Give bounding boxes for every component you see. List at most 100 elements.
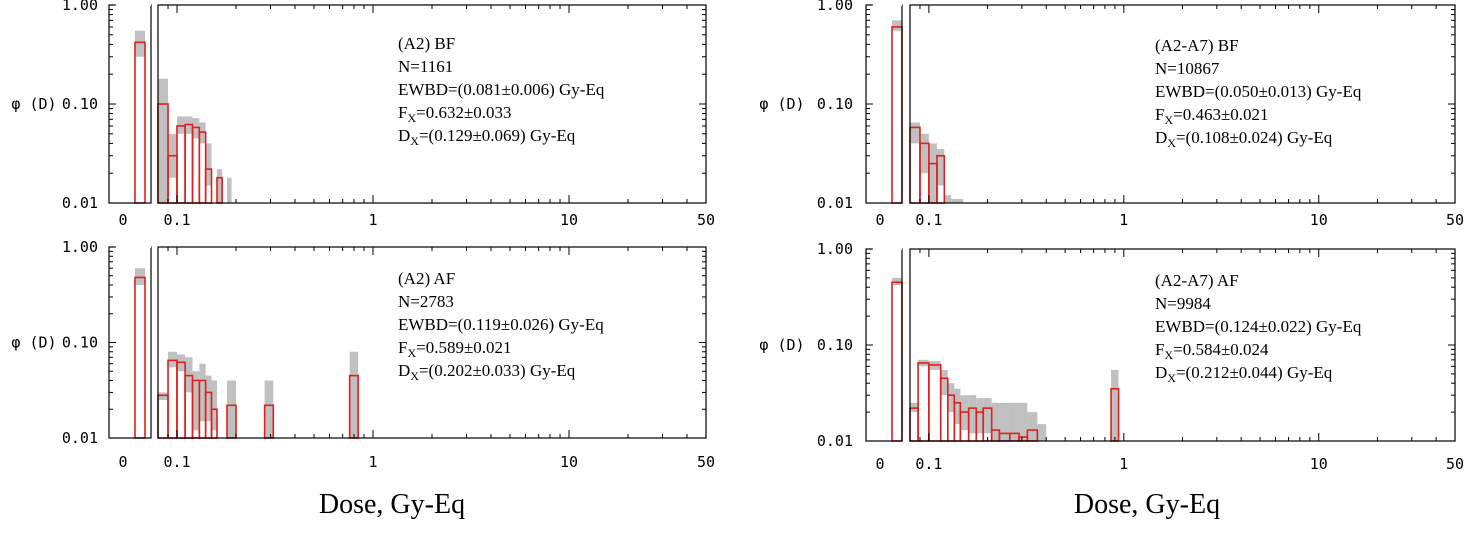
annotation-line-2: EWBD=(0.081±0.006) Gy-Eq — [398, 80, 605, 99]
y-tick-label: 0.10 — [817, 95, 853, 113]
uncertainty-band-8 — [217, 169, 223, 203]
x-tick-label: 10 — [1310, 455, 1328, 473]
annotation-line-3: FX=0.589±0.021 — [398, 338, 512, 360]
y-tick-label: 0.10 — [62, 95, 98, 113]
uncertainty-band-6 — [957, 198, 964, 203]
uncertainty-band-3 — [936, 149, 945, 186]
zero-bin-bar — [134, 41, 146, 204]
y-tick-label: 1.00 — [62, 0, 98, 14]
uncertainty-band-6 — [205, 375, 212, 422]
x-axis-label-right: Dose, Gy-Eq — [1074, 489, 1220, 520]
x-tick-label: 0 — [875, 211, 884, 229]
zero-bin-band — [135, 30, 145, 57]
y-axis-label: φ (D) — [11, 334, 56, 352]
x-tick-label: 1 — [1119, 211, 1128, 229]
x-tick-label: 10 — [1310, 211, 1328, 229]
uncertainty-band-9 — [264, 380, 274, 438]
uncertainty-band-10 — [349, 351, 359, 438]
y-axis-label: φ (D) — [759, 336, 804, 354]
annotation-line-4: DX=(0.129±0.069) Gy-Eq — [398, 126, 576, 148]
uncertainty-band-7 — [968, 395, 977, 434]
annotation-line-0: (A2) BF — [398, 34, 455, 53]
annotation-line-4: DX=(0.202±0.033) Gy-Eq — [398, 361, 576, 383]
x-tick-label: 0.1 — [915, 455, 942, 473]
chart-panel-2: 1.00 0.10 0.01 0 0.1 1 10 50 φ (D) (A2-A7) BF N=10… — [759, 0, 1464, 229]
uncertainty-band-4 — [192, 118, 200, 139]
uncertainty-band-5 — [199, 363, 206, 422]
uncertainty-band-11 — [999, 402, 1010, 441]
uncertainty-band-16 — [1111, 369, 1119, 441]
histogram-bin-2 — [176, 125, 186, 204]
annotation-line-1: N=10867 — [1155, 59, 1220, 78]
annotation-line-2: EWBD=(0.124±0.022) Gy-Eq — [1155, 317, 1362, 336]
x-tick-label: 10 — [560, 453, 578, 471]
uncertainty-band-0 — [158, 392, 169, 400]
uncertainty-band-5 — [954, 388, 961, 425]
uncertainty-band-13 — [1019, 402, 1028, 441]
y-tick-label: 0.01 — [62, 194, 98, 212]
uncertainty-band-5 — [951, 198, 958, 203]
uncertainty-band-10 — [991, 402, 1000, 441]
x-tick-label: 50 — [1446, 211, 1464, 229]
x-tick-label: 0 — [118, 211, 127, 229]
uncertainty-band-9 — [983, 398, 992, 434]
annotation-line-3: FX=0.632±0.033 — [398, 103, 512, 125]
y-tick-label: 0.10 — [817, 336, 853, 354]
zero-bin-bar — [134, 276, 146, 439]
y-axis-label: φ (D) — [11, 95, 56, 113]
x-tick-label: 50 — [697, 211, 715, 229]
x-tick-label: 1 — [368, 453, 377, 471]
x-tick-label: 50 — [697, 453, 715, 471]
annotation-line-3: FX=0.584±0.024 — [1155, 340, 1269, 362]
uncertainty-band-8 — [227, 380, 236, 438]
annotation-line-4: DX=(0.108±0.024) Gy-Eq — [1155, 128, 1333, 150]
y-tick-label: 1.00 — [62, 238, 98, 256]
y-tick-label: 1.00 — [817, 0, 853, 14]
chart-panel-3: 1.00 0.10 0.01 0 0.1 1 10 50 φ (D) (A2) AF N=2783 E… — [11, 238, 715, 471]
histogram-bin-1 — [167, 359, 178, 439]
uncertainty-band-1 — [919, 133, 929, 174]
x-tick-label: 1 — [368, 211, 377, 229]
uncertainty-band-4 — [192, 371, 200, 431]
uncertainty-band-12 — [1009, 402, 1020, 441]
uncertainty-band-5 — [199, 122, 206, 144]
uncertainty-band-4 — [944, 195, 952, 203]
annotation-line-0: (A2-A7) BF — [1155, 36, 1239, 55]
x-tick-label: 0.1 — [163, 211, 190, 229]
plot-frame — [909, 4, 1456, 204]
y-tick-label: 0.10 — [62, 334, 98, 352]
x-tick-label: 0 — [875, 455, 884, 473]
annotation-line-1: N=2783 — [398, 292, 454, 311]
histogram-bin-1 — [917, 362, 930, 442]
uncertainty-band-6 — [205, 143, 212, 186]
uncertainty-band-3 — [940, 369, 948, 396]
chart-panel-1: 1.00 0.10 0.01 0 0.1 1 10 50 φ (D) (A2) BF N=1161 E… — [11, 0, 715, 229]
histogram-bin-0 — [909, 407, 919, 442]
x-tick-label: 0.1 — [915, 211, 942, 229]
zero-bin-bar — [891, 26, 903, 204]
chart-panel-4: 1.00 0.10 0.01 0 0.1 1 10 50 φ (D) (A2-A7) AF N=99… — [759, 240, 1464, 473]
uncertainty-band-1 — [168, 351, 177, 368]
zero-bin-bar — [891, 281, 903, 442]
histogram-bin-3 — [184, 123, 194, 204]
uncertainty-band-0 — [158, 78, 169, 203]
y-tick-label: 0.01 — [62, 429, 98, 447]
uncertainty-band-14 — [1027, 412, 1038, 441]
uncertainty-band-0 — [910, 122, 920, 144]
y-tick-label: 1.00 — [817, 240, 853, 258]
y-axis-label: φ (D) — [759, 95, 804, 113]
annotation-line-3: FX=0.463±0.021 — [1155, 105, 1269, 127]
x-axis-label-left: Dose, Gy-Eq — [319, 489, 465, 520]
annotation-line-1: N=9984 — [1155, 294, 1211, 313]
uncertainty-band-8 — [976, 398, 984, 434]
zero-bin-band — [135, 268, 145, 286]
annotation-line-4: DX=(0.212±0.044) Gy-Eq — [1155, 363, 1333, 385]
uncertainty-band-2 — [176, 116, 186, 134]
x-tick-label: 10 — [560, 211, 578, 229]
uncertainty-band-2 — [928, 143, 937, 203]
y-tick-label: 0.01 — [817, 194, 853, 212]
x-tick-label: 1 — [1119, 455, 1128, 473]
x-tick-label: 0.1 — [163, 453, 190, 471]
y-tick-label: 0.01 — [817, 432, 853, 450]
